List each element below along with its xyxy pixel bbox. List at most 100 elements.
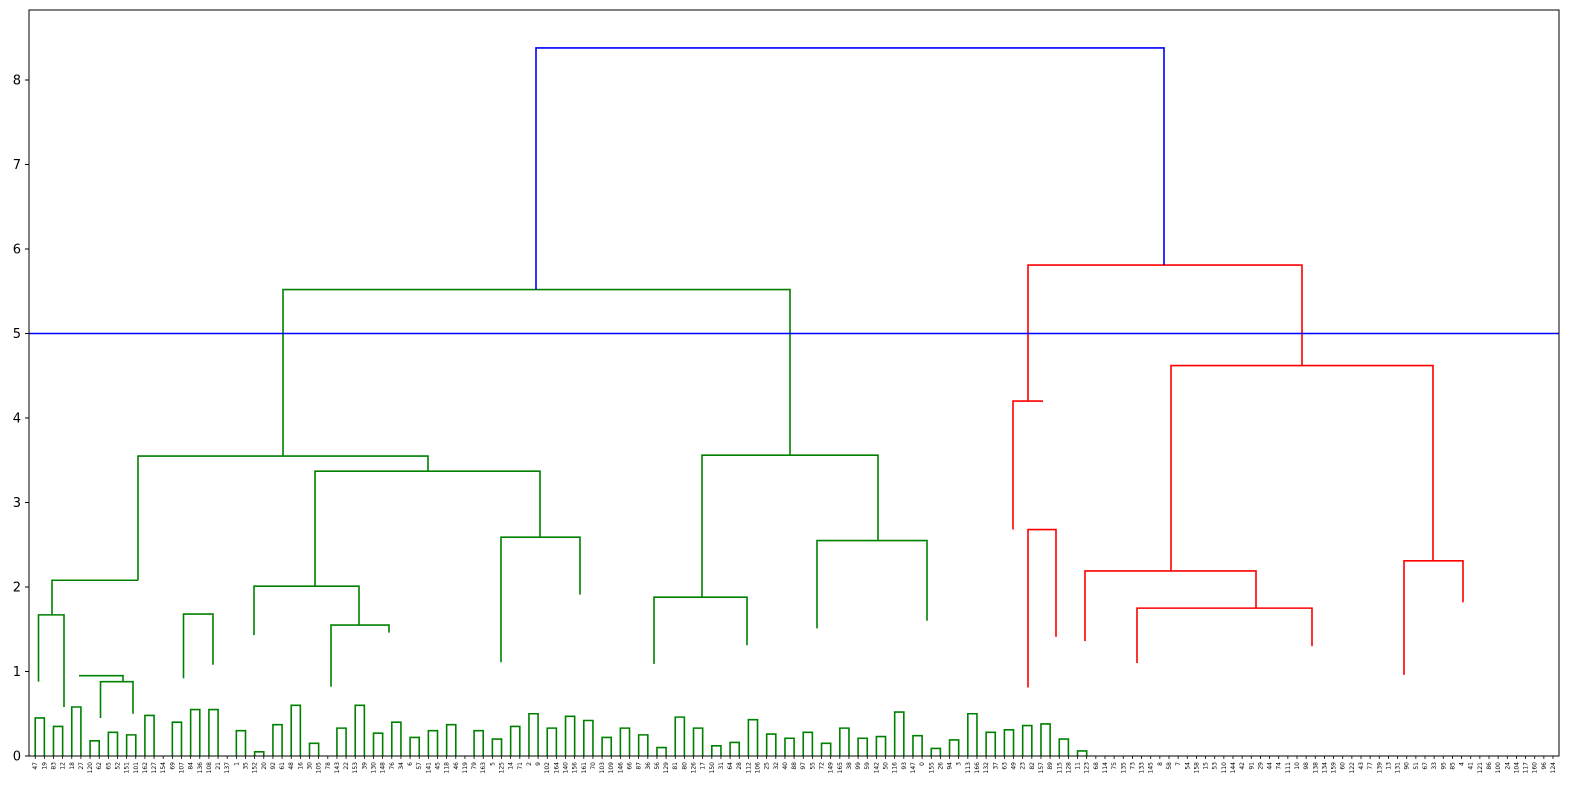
leaf-label: 4 (1459, 762, 1466, 766)
leaf-label: 155 (928, 762, 935, 774)
leaf-label: 52 (114, 762, 121, 770)
dendrogram-link (253, 585, 360, 636)
dendrogram-link (308, 742, 320, 756)
leaf-label: 152 (252, 762, 259, 774)
leaf-label: 163 (480, 762, 487, 774)
leaf-label: 71 (517, 762, 524, 770)
leaf-label: 121 (1477, 762, 1484, 774)
leaf-label: 103 (599, 762, 606, 774)
leaf-label: 115 (1056, 762, 1063, 774)
leaf-label: 134 (1321, 762, 1328, 774)
dendrogram-link (51, 579, 138, 615)
leaf-label: 82 (1029, 762, 1036, 770)
leaf-label: 46 (453, 762, 460, 770)
dendrogram-link (99, 680, 134, 718)
leaf-label: 43 (1358, 762, 1365, 770)
leaf-label: 48 (288, 762, 295, 770)
leaf-label: 65 (105, 762, 112, 770)
leaf-label: 47 (32, 762, 39, 770)
leaf-label: 49 (1011, 762, 1018, 770)
dendrogram-link (729, 741, 741, 756)
leaf-label: 129 (663, 762, 670, 774)
leaf-label: 142 (873, 762, 880, 774)
leaf-label: 124 (1550, 762, 1557, 774)
leaf-label: 107 (178, 762, 185, 774)
leaf-label: 143 (334, 762, 341, 774)
dendrogram-link (427, 729, 439, 756)
leaf-label: 64 (727, 762, 734, 770)
leaf-label: 56 (654, 762, 661, 770)
dendrogram-link (1058, 738, 1070, 756)
dendrogram-link (89, 739, 101, 756)
leaf-label: 89 (1047, 762, 1054, 770)
leaf-label: 130 (371, 762, 378, 774)
leaf-label: 138 (1312, 762, 1319, 774)
leaf-label: 94 (947, 762, 954, 770)
leaf-label: 91 (1248, 762, 1255, 770)
leaf-label: 87 (636, 762, 643, 770)
leaf-label: 118 (444, 762, 451, 774)
leaf-label: 30 (307, 762, 314, 770)
leaf-label: 110 (1221, 762, 1228, 774)
y-tick-label: 7 (13, 158, 21, 173)
leaf-label: 31 (718, 762, 725, 770)
dendrogram-link (336, 727, 347, 756)
leaf-label: 63 (1001, 762, 1008, 770)
dendrogram-link (79, 674, 124, 682)
leaf-label: 57 (416, 762, 423, 770)
dendrogram-link (1403, 560, 1464, 675)
dendrogram-link (656, 746, 667, 756)
y-tick-label: 6 (13, 243, 21, 258)
leaf-label: 42 (1239, 762, 1246, 770)
leaf-label: 93 (901, 762, 908, 770)
leaf-label: 153 (352, 762, 359, 774)
leaf-label: 136 (197, 762, 204, 774)
leaf-label: 114 (1102, 762, 1109, 774)
leaf-label: 79 (471, 762, 478, 770)
leaf-label: 5 (489, 762, 496, 766)
dendrogram-link (912, 734, 923, 756)
dendrogram-link (70, 706, 82, 756)
dendrogram-link (253, 750, 265, 756)
leaf-label: 116 (892, 762, 899, 774)
dendrogram-link (674, 716, 686, 756)
leaf-label: 66 (627, 762, 634, 770)
leaf-label: 120 (87, 762, 94, 774)
leaf-label: 33 (1431, 762, 1438, 770)
dendrogram-link (1027, 528, 1057, 688)
leaf-label: 139 (1376, 762, 1383, 774)
leaf-label: 125 (499, 762, 506, 774)
leaf-label: 160 (1532, 762, 1539, 774)
leaf-label: 90 (1404, 762, 1411, 770)
leaf-label: 154 (160, 762, 167, 774)
plot-area (29, 10, 1559, 756)
leaf-label: 51 (1413, 762, 1420, 770)
leaf-label: 72 (819, 762, 826, 770)
leaf-label: 147 (910, 762, 917, 774)
dendrogram-link (235, 729, 247, 756)
dendrogram-links (34, 47, 1464, 756)
leaf-label: 70 (590, 762, 597, 770)
leaf-label: 98 (1303, 762, 1310, 770)
leaf-label: 53 (1212, 762, 1219, 770)
leaf-label: 149 (828, 762, 835, 774)
leaf-label: 3 (956, 762, 963, 766)
dendrogram-link (637, 734, 649, 756)
leaf-label: 34 (398, 762, 405, 770)
leaf-label: 86 (1486, 762, 1493, 770)
leaf-label: 8 (1157, 762, 1164, 766)
leaf-label: 102 (544, 762, 551, 774)
leaf-label: 9 (535, 762, 542, 766)
leaf-label: 128 (1065, 762, 1072, 774)
leaf-label: 162 (142, 762, 149, 774)
leaf-label: 144 (1230, 762, 1237, 774)
leaf-label: 67 (1422, 762, 1429, 770)
y-tick-label: 1 (13, 665, 21, 680)
dendrogram-link (692, 727, 704, 756)
dendrogram-link (1021, 724, 1033, 756)
dendrogram-link (125, 734, 137, 756)
leaf-label: 78 (325, 762, 332, 770)
dendrogram-link (208, 708, 219, 756)
leaf-label: 99 (855, 762, 862, 770)
